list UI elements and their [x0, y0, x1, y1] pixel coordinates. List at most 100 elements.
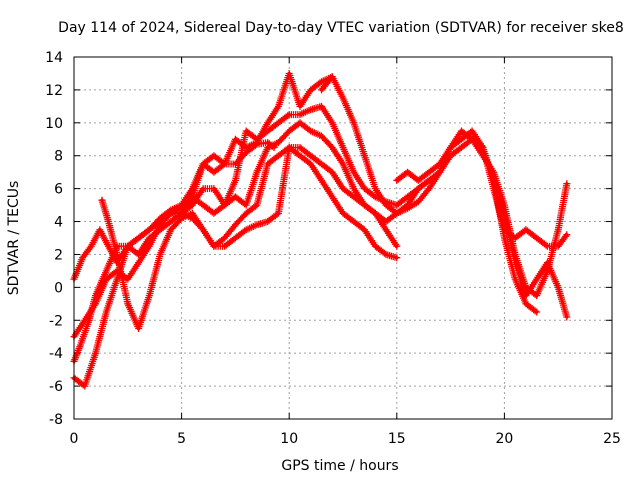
data-point — [83, 318, 87, 322]
data-point — [81, 256, 85, 260]
data-point — [330, 195, 334, 199]
data-point — [405, 195, 410, 199]
data-point — [115, 277, 119, 281]
data-point — [147, 228, 151, 232]
data-point — [169, 211, 173, 215]
data-point — [158, 216, 162, 220]
data-point — [93, 302, 98, 306]
data-point — [535, 236, 539, 240]
data-point — [212, 187, 216, 191]
data-point — [470, 129, 474, 133]
y-tick-label: -4 — [49, 346, 63, 362]
data-point — [535, 310, 539, 314]
data-point — [556, 244, 560, 248]
y-tick-label: -6 — [49, 379, 63, 395]
data-point — [449, 145, 453, 150]
data-point — [309, 108, 313, 112]
data-point — [180, 216, 184, 220]
data-point — [158, 223, 162, 227]
plot-frame — [73, 56, 613, 420]
y-tick-label: 0 — [54, 280, 63, 296]
data-point — [373, 187, 377, 191]
data-point — [341, 145, 345, 150]
x-tick-label: 10 — [280, 431, 298, 447]
data-point — [427, 178, 431, 183]
x-axis-label: GPS time / hours — [281, 458, 398, 474]
data-point — [427, 170, 431, 174]
data-point — [180, 203, 184, 207]
data-points — [70, 139, 278, 390]
data-point — [524, 293, 528, 298]
y-tick-label: -2 — [49, 313, 63, 329]
data-point — [565, 182, 569, 186]
data-point — [104, 277, 108, 281]
data-point — [255, 223, 259, 227]
data-point — [266, 121, 270, 125]
data-point — [287, 112, 291, 117]
data-point — [309, 129, 313, 133]
data-point — [106, 219, 111, 224]
data-point — [416, 187, 420, 191]
series-track-1 — [70, 139, 278, 390]
data-point — [395, 256, 399, 260]
data-point — [201, 162, 205, 166]
data-point — [565, 315, 569, 319]
data-point — [298, 104, 302, 108]
data-point — [266, 162, 270, 166]
data-point — [416, 178, 420, 183]
x-tick-label: 0 — [70, 431, 79, 447]
data-point — [147, 236, 151, 240]
data-point — [276, 211, 281, 215]
data-point — [298, 154, 302, 158]
data-point — [266, 145, 270, 150]
data-point — [352, 195, 356, 199]
data-point — [449, 154, 453, 158]
data-point — [83, 384, 87, 388]
data-point — [330, 121, 334, 125]
data-point — [190, 187, 194, 191]
data-point — [255, 170, 259, 174]
data-point — [330, 145, 334, 150]
data-point — [341, 162, 345, 166]
data-point — [147, 293, 151, 298]
data-point — [384, 203, 388, 207]
data-point — [362, 203, 367, 207]
data-point — [416, 200, 420, 204]
x-tick-label: 20 — [495, 431, 513, 447]
data-point — [481, 154, 485, 158]
data-point — [276, 104, 281, 108]
data-point — [287, 129, 291, 133]
data-point — [319, 134, 324, 138]
y-tick-label: -8 — [49, 412, 63, 428]
data-point — [373, 211, 377, 215]
data-point — [565, 233, 569, 237]
data-point — [126, 277, 130, 281]
data-point — [405, 170, 410, 174]
data-point — [287, 71, 291, 76]
data-point — [395, 244, 399, 248]
data-point — [223, 236, 227, 240]
data-point — [106, 244, 111, 248]
data-point — [330, 75, 334, 79]
data-point — [405, 206, 410, 210]
y-tick-label: 4 — [54, 215, 63, 231]
data-point — [190, 203, 194, 207]
data-point — [244, 228, 248, 232]
data-point — [341, 187, 345, 191]
data-point — [309, 154, 313, 158]
data-point — [427, 187, 431, 191]
data-point — [535, 293, 539, 298]
data-point — [298, 145, 302, 150]
data-point — [362, 187, 367, 191]
data-point — [330, 170, 334, 174]
data-point — [524, 228, 528, 232]
data-point — [201, 228, 205, 232]
data-point — [233, 236, 237, 240]
data-point — [244, 129, 248, 133]
data-point — [373, 195, 377, 199]
data-point — [244, 211, 248, 215]
data-point — [384, 252, 388, 257]
data-point — [298, 121, 302, 125]
data-point — [100, 198, 104, 202]
